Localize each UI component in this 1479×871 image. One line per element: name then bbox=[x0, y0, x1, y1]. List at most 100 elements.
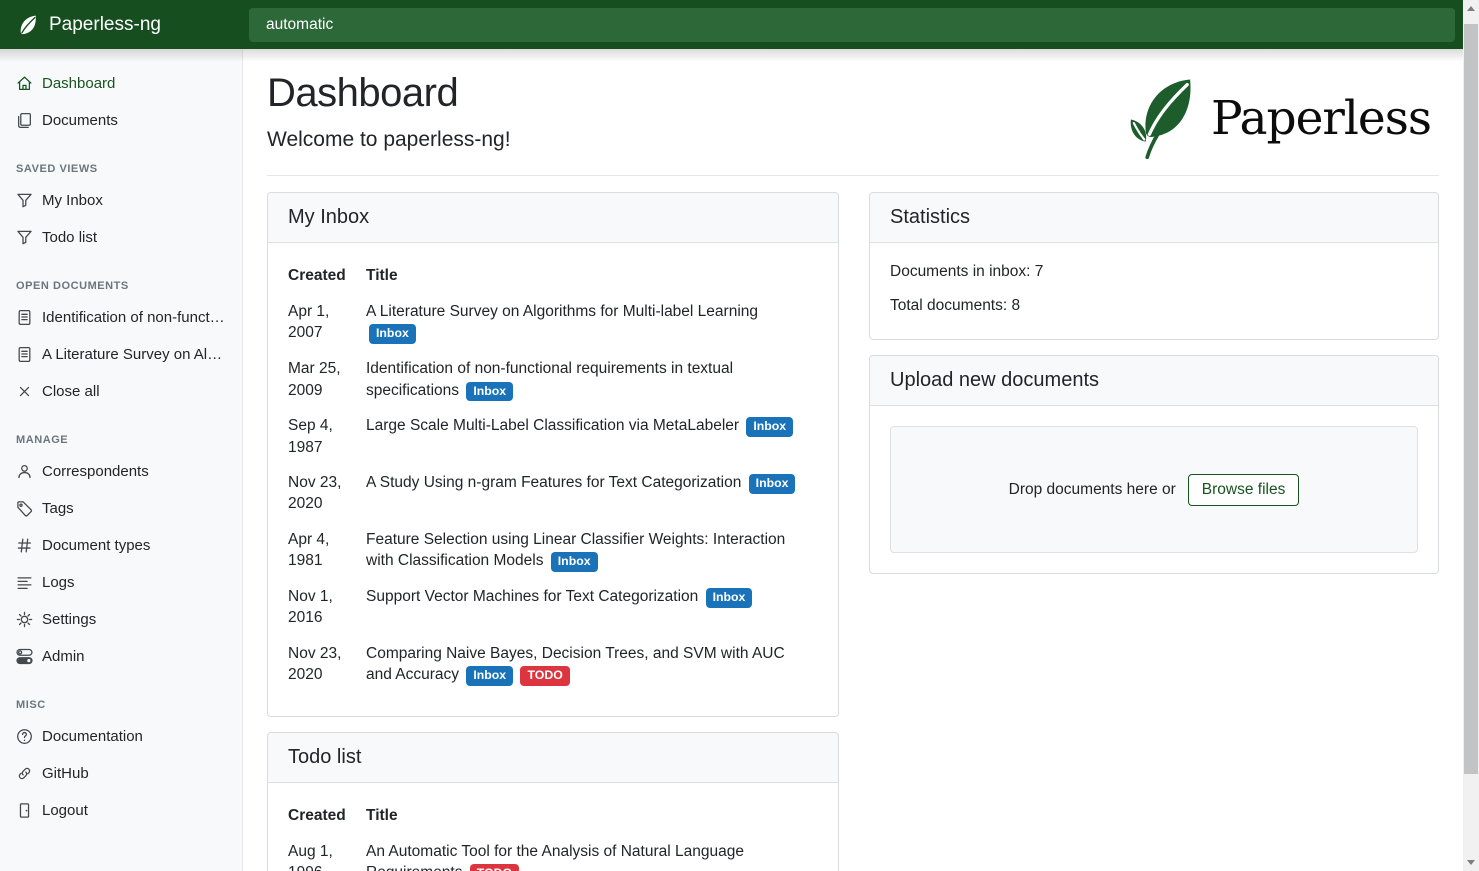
row-created-date: Aug 1, 1996 bbox=[288, 842, 333, 871]
sidebar-item-label: Dashboard bbox=[42, 75, 116, 92]
tag-badge-inbox[interactable]: Inbox bbox=[369, 324, 416, 345]
paperless-logo-leaf-icon bbox=[1130, 79, 1191, 159]
sidebar-item-label: A Literature Survey on Algori... bbox=[42, 346, 227, 363]
hash-icon bbox=[16, 537, 33, 554]
document-title-link[interactable]: Identification of non-functional require… bbox=[366, 360, 734, 399]
navbar: Paperless-ng bbox=[0, 0, 1463, 49]
table-row: Mar 25, 2009 Identification of non-functi… bbox=[288, 354, 818, 411]
tag-icon bbox=[16, 500, 33, 517]
app-brand[interactable]: Paperless-ng bbox=[0, 14, 243, 36]
document-title-link[interactable]: Comparing Naive Bayes, Decision Trees, a… bbox=[366, 644, 785, 683]
toggles-icon bbox=[16, 648, 33, 665]
sidebar-section-saved-views: SAVED VIEWS bbox=[16, 163, 98, 175]
sidebar-item-logout[interactable]: Logout bbox=[0, 792, 243, 829]
sidebar-section-misc: MISC bbox=[16, 699, 46, 711]
table-row: Apr 4, 1981 Feature Selection using Linea… bbox=[288, 525, 818, 582]
row-title-cell: A Study Using n-gram Features for Text C… bbox=[366, 468, 818, 525]
sidebar-item-dashboard[interactable]: Dashboard bbox=[0, 65, 243, 102]
sidebar-item-document-types[interactable]: Document types bbox=[0, 527, 243, 564]
column-header-created: Created bbox=[288, 267, 346, 284]
tag-badge-inbox[interactable]: Inbox bbox=[466, 666, 514, 686]
sidebar-item-label: GitHub bbox=[42, 765, 89, 782]
table-row: Aug 1, 1996 An Automatic Tool for the Ana… bbox=[288, 837, 818, 871]
sidebar-item-todo-list[interactable]: Todo list bbox=[0, 219, 243, 256]
document-title-link[interactable]: Feature Selection using Linear Classifie… bbox=[366, 530, 786, 570]
browse-files-button[interactable]: Browse files bbox=[1187, 473, 1300, 506]
row-created-date: Apr 4, 1981 bbox=[288, 530, 330, 570]
page-header: Dashboard Welcome to paperless-ng! Paper… bbox=[267, 73, 1439, 159]
row-title-cell: Support Vector Machines for Text Categor… bbox=[366, 582, 818, 639]
funnel-icon bbox=[16, 229, 33, 246]
sidebar-item-documentation[interactable]: Documentation bbox=[0, 718, 243, 755]
column-header-title: Title bbox=[366, 267, 398, 284]
page-title: Dashboard bbox=[267, 71, 459, 115]
file-text-icon bbox=[16, 346, 33, 363]
gear-icon bbox=[16, 611, 33, 628]
sidebar-item-label: Correspondents bbox=[42, 463, 149, 480]
sidebar-item-settings[interactable]: Settings bbox=[0, 601, 243, 638]
statistics-line: Total documents: 8 bbox=[890, 297, 1021, 314]
document-title-link[interactable]: A Literature Survey on Algorithms for Mu… bbox=[366, 303, 759, 320]
sidebar-item-documents[interactable]: Documents bbox=[0, 102, 243, 139]
row-title-cell: An Automatic Tool for the Analysis of Na… bbox=[366, 837, 818, 871]
sidebar-item-logs[interactable]: Logs bbox=[0, 564, 243, 601]
door-icon bbox=[16, 802, 33, 819]
upload-dropzone[interactable]: Drop documents here or Browse files bbox=[890, 426, 1418, 553]
sidebar-item-label: Documentation bbox=[42, 728, 143, 745]
tag-badge-inbox[interactable]: Inbox bbox=[746, 417, 794, 437]
row-created-date: Mar 25, 2009 bbox=[288, 360, 341, 399]
sidebar-item-identification-of-non-functio[interactable]: Identification of non-functio... bbox=[0, 299, 243, 336]
scrollbar-down-button[interactable] bbox=[1463, 854, 1479, 871]
table-row: Sep 4, 1987 Large Scale Multi-Label Class… bbox=[288, 411, 818, 468]
tag-badge-inbox[interactable]: Inbox bbox=[748, 474, 796, 494]
tag-badge-inbox[interactable]: Inbox bbox=[466, 381, 514, 402]
row-title-cell: Feature Selection using Linear Classifie… bbox=[366, 525, 818, 582]
sidebar-item-label: Logs bbox=[42, 574, 75, 591]
tag-badge-todo[interactable]: TODO bbox=[520, 666, 570, 686]
statistics-card-title: Statistics bbox=[870, 193, 1438, 243]
tag-badge-todo[interactable]: TODO bbox=[469, 864, 520, 871]
sidebar-item-correspondents[interactable]: Correspondents bbox=[0, 453, 243, 490]
todo-list-table: Created Title Aug 1, 1996 An Automatic To… bbox=[288, 803, 818, 871]
scrollbar-up-button[interactable] bbox=[1463, 0, 1479, 17]
main-content: Dashboard Welcome to paperless-ng! Paper… bbox=[243, 49, 1463, 871]
my-inbox-table: Created Title Apr 1, 2007 A Literature Su… bbox=[288, 263, 818, 696]
paperless-logo-word: Paperless bbox=[1211, 90, 1432, 146]
sidebar-item-my-inbox[interactable]: My Inbox bbox=[0, 182, 243, 219]
sidebar-item-label: Identification of non-functio... bbox=[42, 309, 227, 326]
row-title-cell: Identification of non-functional require… bbox=[366, 354, 818, 411]
row-title-cell: A Literature Survey on Algorithms for Mu… bbox=[366, 297, 818, 354]
arrow-down-icon bbox=[1467, 860, 1475, 865]
link-icon bbox=[16, 765, 33, 782]
table-row: Nov 23, 2020 Comparing Naive Bayes, Decis… bbox=[288, 639, 818, 696]
document-title-link[interactable]: An Automatic Tool for the Analysis of Na… bbox=[366, 842, 744, 871]
sidebar-item-tags[interactable]: Tags bbox=[0, 490, 243, 527]
row-created-date: Nov 1, 2016 bbox=[288, 587, 333, 627]
tag-badge-inbox[interactable]: Inbox bbox=[705, 587, 753, 608]
row-created-date: Sep 4, 1987 bbox=[288, 417, 333, 456]
sidebar-item-label: Admin bbox=[42, 648, 85, 665]
my-inbox-card-title: My Inbox bbox=[268, 193, 838, 243]
table-row: Nov 1, 2016 Support Vector Machines for T… bbox=[288, 582, 818, 639]
sidebar-item-github[interactable]: GitHub bbox=[0, 755, 243, 792]
person-icon bbox=[16, 463, 33, 480]
leaf-icon bbox=[20, 15, 36, 34]
todo-list-card: Todo list Created Title Aug 1, 1996 An Au… bbox=[267, 731, 839, 871]
sidebar-item-close-all[interactable]: Close all bbox=[0, 373, 243, 410]
sidebar-item-admin[interactable]: Admin bbox=[0, 638, 243, 675]
document-title-link[interactable]: A Study Using n-gram Features for Text C… bbox=[366, 474, 746, 491]
scrollbar-thumb[interactable] bbox=[1464, 24, 1478, 774]
document-title-link[interactable]: Support Vector Machines for Text Categor… bbox=[366, 587, 703, 605]
search-input[interactable] bbox=[249, 7, 1455, 42]
document-title-link[interactable]: Large Scale Multi-Label Classification v… bbox=[366, 417, 744, 435]
sidebar-item-a-literature-survey-on-algori[interactable]: A Literature Survey on Algori... bbox=[0, 336, 243, 373]
tag-badge-inbox[interactable]: Inbox bbox=[550, 552, 598, 572]
row-created-date: Apr 1, 2007 bbox=[288, 303, 330, 342]
window-scrollbar[interactable] bbox=[1463, 0, 1479, 871]
sidebar: Dashboard Documents SAVED VIEWS My Inbox Tod… bbox=[0, 49, 243, 871]
dropzone-text: Drop documents here or bbox=[1008, 480, 1176, 498]
todo-list-card-title: Todo list bbox=[268, 732, 838, 783]
sidebar-item-label: Logout bbox=[42, 802, 88, 819]
table-row: Apr 1, 2007 A Literature Survey on Algori… bbox=[288, 297, 818, 354]
list-icon bbox=[16, 574, 33, 591]
